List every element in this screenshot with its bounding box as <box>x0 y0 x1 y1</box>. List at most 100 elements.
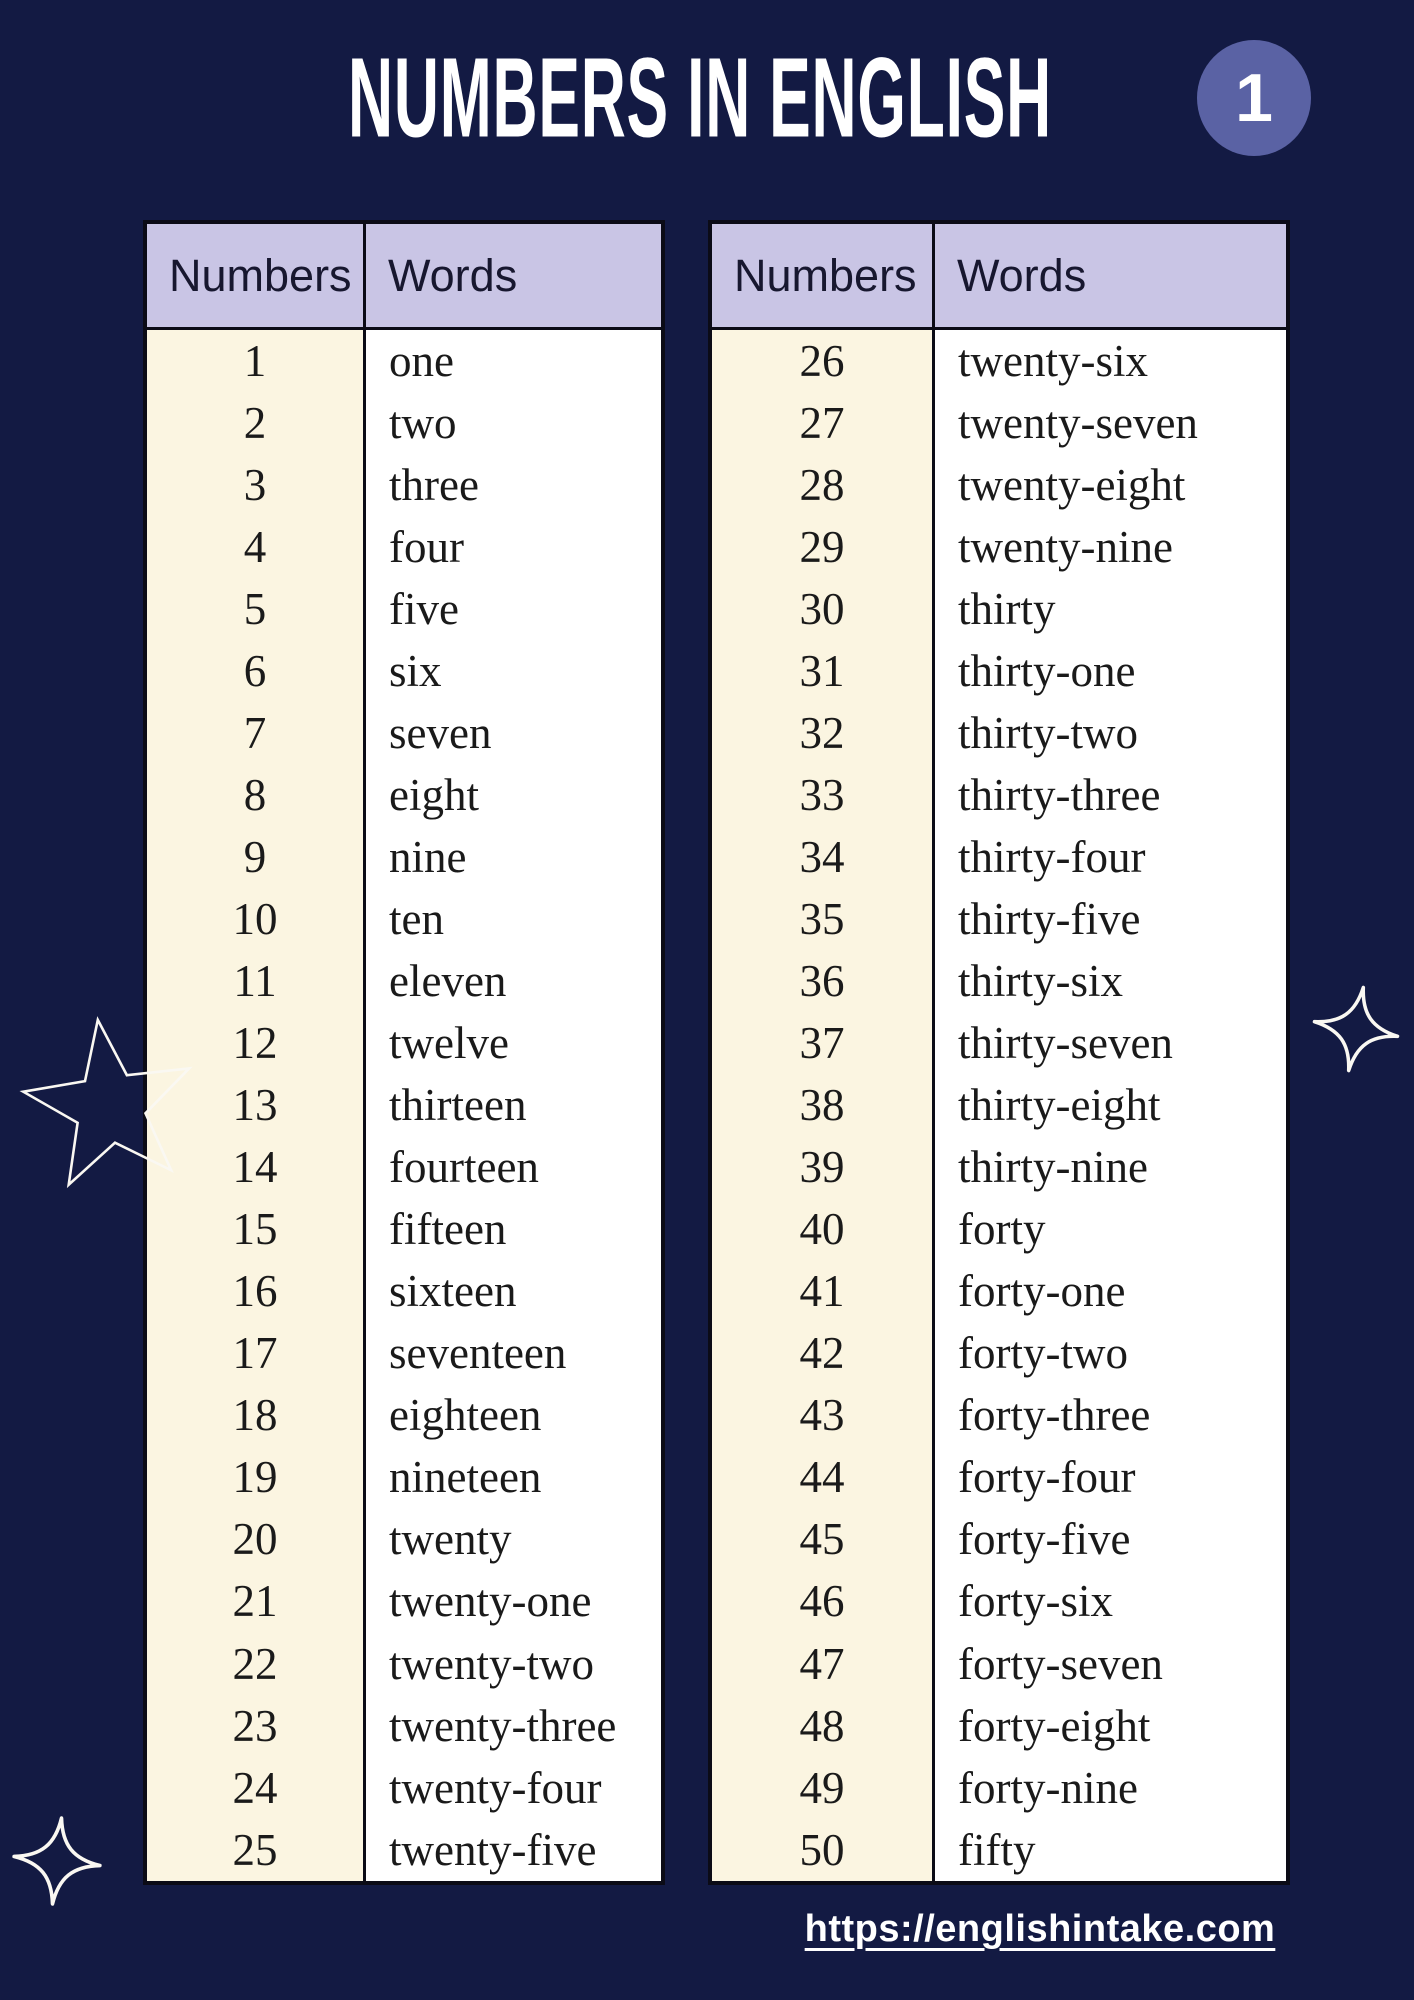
number-cell: 20 <box>232 1514 278 1565</box>
word-cell: thirty-nine <box>958 1142 1148 1193</box>
number-cell: 44 <box>799 1452 845 1503</box>
page-number-badge: 1 <box>1197 40 1311 156</box>
word-cell: fifteen <box>389 1204 507 1255</box>
word-cell: twenty-four <box>389 1762 602 1813</box>
words-column: twenty-six twenty-seven twenty-eight twenty… <box>935 330 1286 1881</box>
number-cell: 47 <box>799 1638 845 1689</box>
number-cell: 18 <box>232 1390 278 1441</box>
page-title: NUMBERS IN ENGLISH <box>348 34 1052 161</box>
word-cell: twenty <box>389 1514 512 1565</box>
number-cell: 21 <box>232 1576 278 1627</box>
word-cell: five <box>389 583 459 634</box>
word-cell: thirty-six <box>958 955 1123 1006</box>
number-cell: 31 <box>799 645 845 696</box>
number-cell: 14 <box>232 1142 278 1193</box>
number-cell: 6 <box>243 645 267 696</box>
word-cell: forty-six <box>958 1576 1113 1627</box>
word-cell: thirty-five <box>958 893 1141 944</box>
word-cell: thirty-seven <box>958 1018 1173 1069</box>
number-cell: 49 <box>799 1762 845 1813</box>
word-cell: one <box>389 335 454 386</box>
four-point-sparkle-icon <box>1303 969 1408 1089</box>
number-cell: 35 <box>799 893 845 944</box>
word-cell: six <box>389 645 442 696</box>
word-cell: forty-four <box>958 1452 1136 1503</box>
word-cell: ten <box>389 893 444 944</box>
number-cell: 36 <box>799 955 845 1006</box>
number-cell: 4 <box>243 521 267 572</box>
number-cell: 39 <box>799 1142 845 1193</box>
number-cell: 9 <box>243 831 267 882</box>
number-cell: 10 <box>232 893 278 944</box>
number-cell: 25 <box>232 1824 278 1875</box>
number-cell: 2 <box>243 397 267 448</box>
number-cell: 3 <box>243 459 267 510</box>
table-body: 26 27 28 29 30 31 32 33 34 35 36 37 38 39 40 41 42 43 44 45… <box>712 330 1286 1881</box>
word-cell: twenty-eight <box>958 459 1186 510</box>
number-cell: 42 <box>799 1328 845 1379</box>
number-cell: 28 <box>799 459 845 510</box>
word-cell: thirty-four <box>958 831 1146 882</box>
word-cell: eight <box>389 769 479 820</box>
number-cell: 23 <box>232 1700 278 1751</box>
number-cell: 15 <box>232 1204 278 1255</box>
word-cell: forty-eight <box>958 1700 1151 1751</box>
word-cell: sixteen <box>389 1266 517 1317</box>
number-cell: 5 <box>243 583 267 634</box>
table-header-row: Numbers Words <box>712 224 1286 330</box>
word-cell: fourteen <box>389 1142 539 1193</box>
table-header-row: Numbers Words <box>147 224 661 330</box>
number-cell: 37 <box>799 1018 845 1069</box>
word-cell: eleven <box>389 955 507 1006</box>
number-cell: 38 <box>799 1080 845 1131</box>
word-cell: twenty-five <box>389 1824 597 1875</box>
number-cell: 26 <box>799 335 845 386</box>
number-cell: 45 <box>799 1514 845 1565</box>
word-cell: forty-one <box>958 1266 1126 1317</box>
words-column-header: Words <box>957 249 1087 301</box>
number-cell: 33 <box>799 769 845 820</box>
word-cell: thirty-one <box>958 645 1136 696</box>
numbers-column-header: Numbers <box>147 224 366 327</box>
word-cell: twenty-two <box>389 1638 594 1689</box>
number-cell: 32 <box>799 707 845 758</box>
number-cell: 24 <box>232 1762 278 1813</box>
number-cell: 22 <box>232 1638 278 1689</box>
word-cell: forty-nine <box>958 1762 1138 1813</box>
number-cell: 1 <box>243 335 267 386</box>
number-cell: 8 <box>243 769 267 820</box>
word-cell: forty <box>958 1204 1046 1255</box>
words-column: one two three four five six seven eight nine ten e… <box>366 330 661 1881</box>
page-number: 1 <box>1235 60 1273 136</box>
word-cell: eighteen <box>389 1390 542 1441</box>
word-cell: thirty-three <box>958 769 1161 820</box>
number-cell: 29 <box>799 521 845 572</box>
number-cell: 40 <box>799 1204 845 1255</box>
number-cell: 16 <box>232 1266 278 1317</box>
word-cell: twenty-nine <box>958 521 1173 572</box>
word-cell: thirty <box>958 583 1056 634</box>
word-cell: twenty-six <box>958 335 1148 386</box>
word-cell: four <box>389 521 464 572</box>
number-cell: 34 <box>799 831 845 882</box>
word-cell: fifty <box>958 1824 1036 1875</box>
word-cell: seventeen <box>389 1328 567 1379</box>
numbers-column: 1 2 3 4 5 6 7 8 9 10 11 12 13 14 15 16 17 18 19 20 21 22 23 24 2… <box>147 330 366 1881</box>
numbers-column: 26 27 28 29 30 31 32 33 34 35 36 37 38 39 40 41 42 43 44 45… <box>712 330 935 1881</box>
numbers-table-1-25: Numbers Words 1 2 3 4 5 6 7 8 9 10 11 12 13 14 15 16 17 1… <box>143 220 665 1885</box>
website-link[interactable]: https://englishintake.com <box>804 1908 1276 1950</box>
word-cell: nineteen <box>389 1452 542 1503</box>
number-cell: 19 <box>232 1452 278 1503</box>
word-cell: thirteen <box>389 1080 527 1131</box>
numbers-table-26-50: Numbers Words 26 27 28 29 30 31 32 33 34 35 36 37 38… <box>708 220 1290 1885</box>
word-cell: forty-five <box>958 1514 1131 1565</box>
word-cell: forty-two <box>958 1328 1128 1379</box>
number-cell: 48 <box>799 1700 845 1751</box>
word-cell: seven <box>389 707 492 758</box>
word-cell: forty-seven <box>958 1638 1163 1689</box>
word-cell: two <box>389 397 457 448</box>
numbers-column-header: Numbers <box>712 224 935 327</box>
word-cell: twenty-seven <box>958 397 1198 448</box>
word-cell: twelve <box>389 1018 509 1069</box>
